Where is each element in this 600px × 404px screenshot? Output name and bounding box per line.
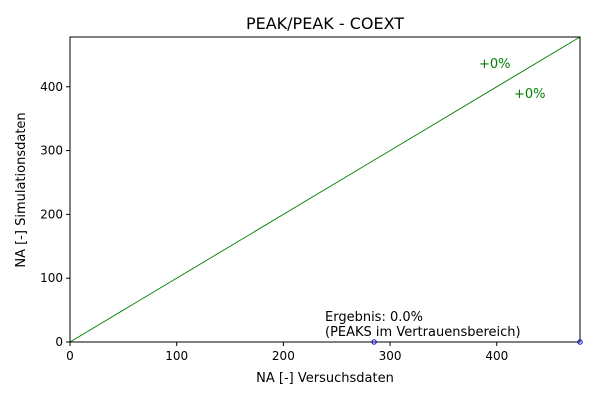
x-tick-label-4: 400 (485, 349, 508, 363)
plot-frame (69, 36, 581, 343)
lower-band-label: +0% (514, 87, 546, 102)
y-tick-label-1: 100 (40, 271, 63, 285)
x-tick-label-0: 0 (66, 349, 74, 363)
x-axis-label: NA [-] Versuchsdaten (256, 371, 394, 386)
plot-area: 0 100 200 300 400 0 100 200 300 400 (40, 36, 583, 363)
result-subtext: (PEAKS im Vertrauensbereich) (325, 325, 521, 340)
y-tick-label-2: 200 (40, 207, 63, 221)
y-axis-label: NA [-] Simulationsdaten (14, 112, 29, 267)
x-tick-label-1: 100 (165, 349, 188, 363)
x-tick-label-2: 200 (272, 349, 295, 363)
upper-band-label: +0% (479, 57, 511, 72)
y-tick-label-4: 400 (40, 80, 63, 94)
x-tick-label-3: 300 (379, 349, 402, 363)
y-tick-label-3: 300 (40, 144, 63, 158)
y-tick-label-0: 0 (55, 335, 63, 349)
chart-title: PEAK/PEAK - COEXT (246, 14, 404, 33)
result-text: Ergebnis: 0.0% (325, 310, 423, 325)
reference-line-0 (69, 36, 581, 343)
